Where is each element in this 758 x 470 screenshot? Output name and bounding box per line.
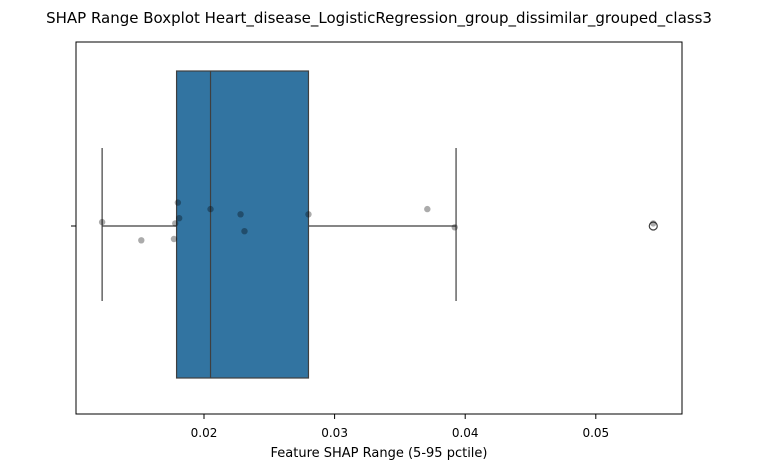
data-point [170, 235, 178, 243]
data-point [424, 205, 431, 213]
data-point [175, 215, 183, 222]
data-point [305, 211, 312, 218]
box-iqr [175, 70, 310, 379]
data-point [138, 237, 145, 244]
x-tick-label: 0.03 [321, 426, 348, 440]
x-tick-label: 0.05 [582, 426, 609, 440]
chart-title: SHAP Range Boxplot Heart_disease_Logisti… [46, 9, 712, 28]
data-point [650, 220, 657, 227]
plot-frame [75, 41, 683, 415]
outlier-point [648, 221, 658, 231]
x-tick-label: 0.04 [452, 426, 479, 440]
data-point [207, 205, 214, 213]
x-axis-label: Feature SHAP Range (5-95 pctile) [271, 446, 488, 461]
x-tick-label: 0.02 [191, 426, 218, 440]
data-point [172, 220, 179, 227]
plot-area [98, 70, 658, 379]
data-point [241, 228, 248, 235]
data-point [451, 224, 458, 231]
x-axis-ticks: 0.02 0.03 0.04 0.05 [191, 414, 609, 440]
data-point [174, 199, 182, 206]
data-point [98, 218, 106, 226]
data-point [237, 211, 244, 218]
